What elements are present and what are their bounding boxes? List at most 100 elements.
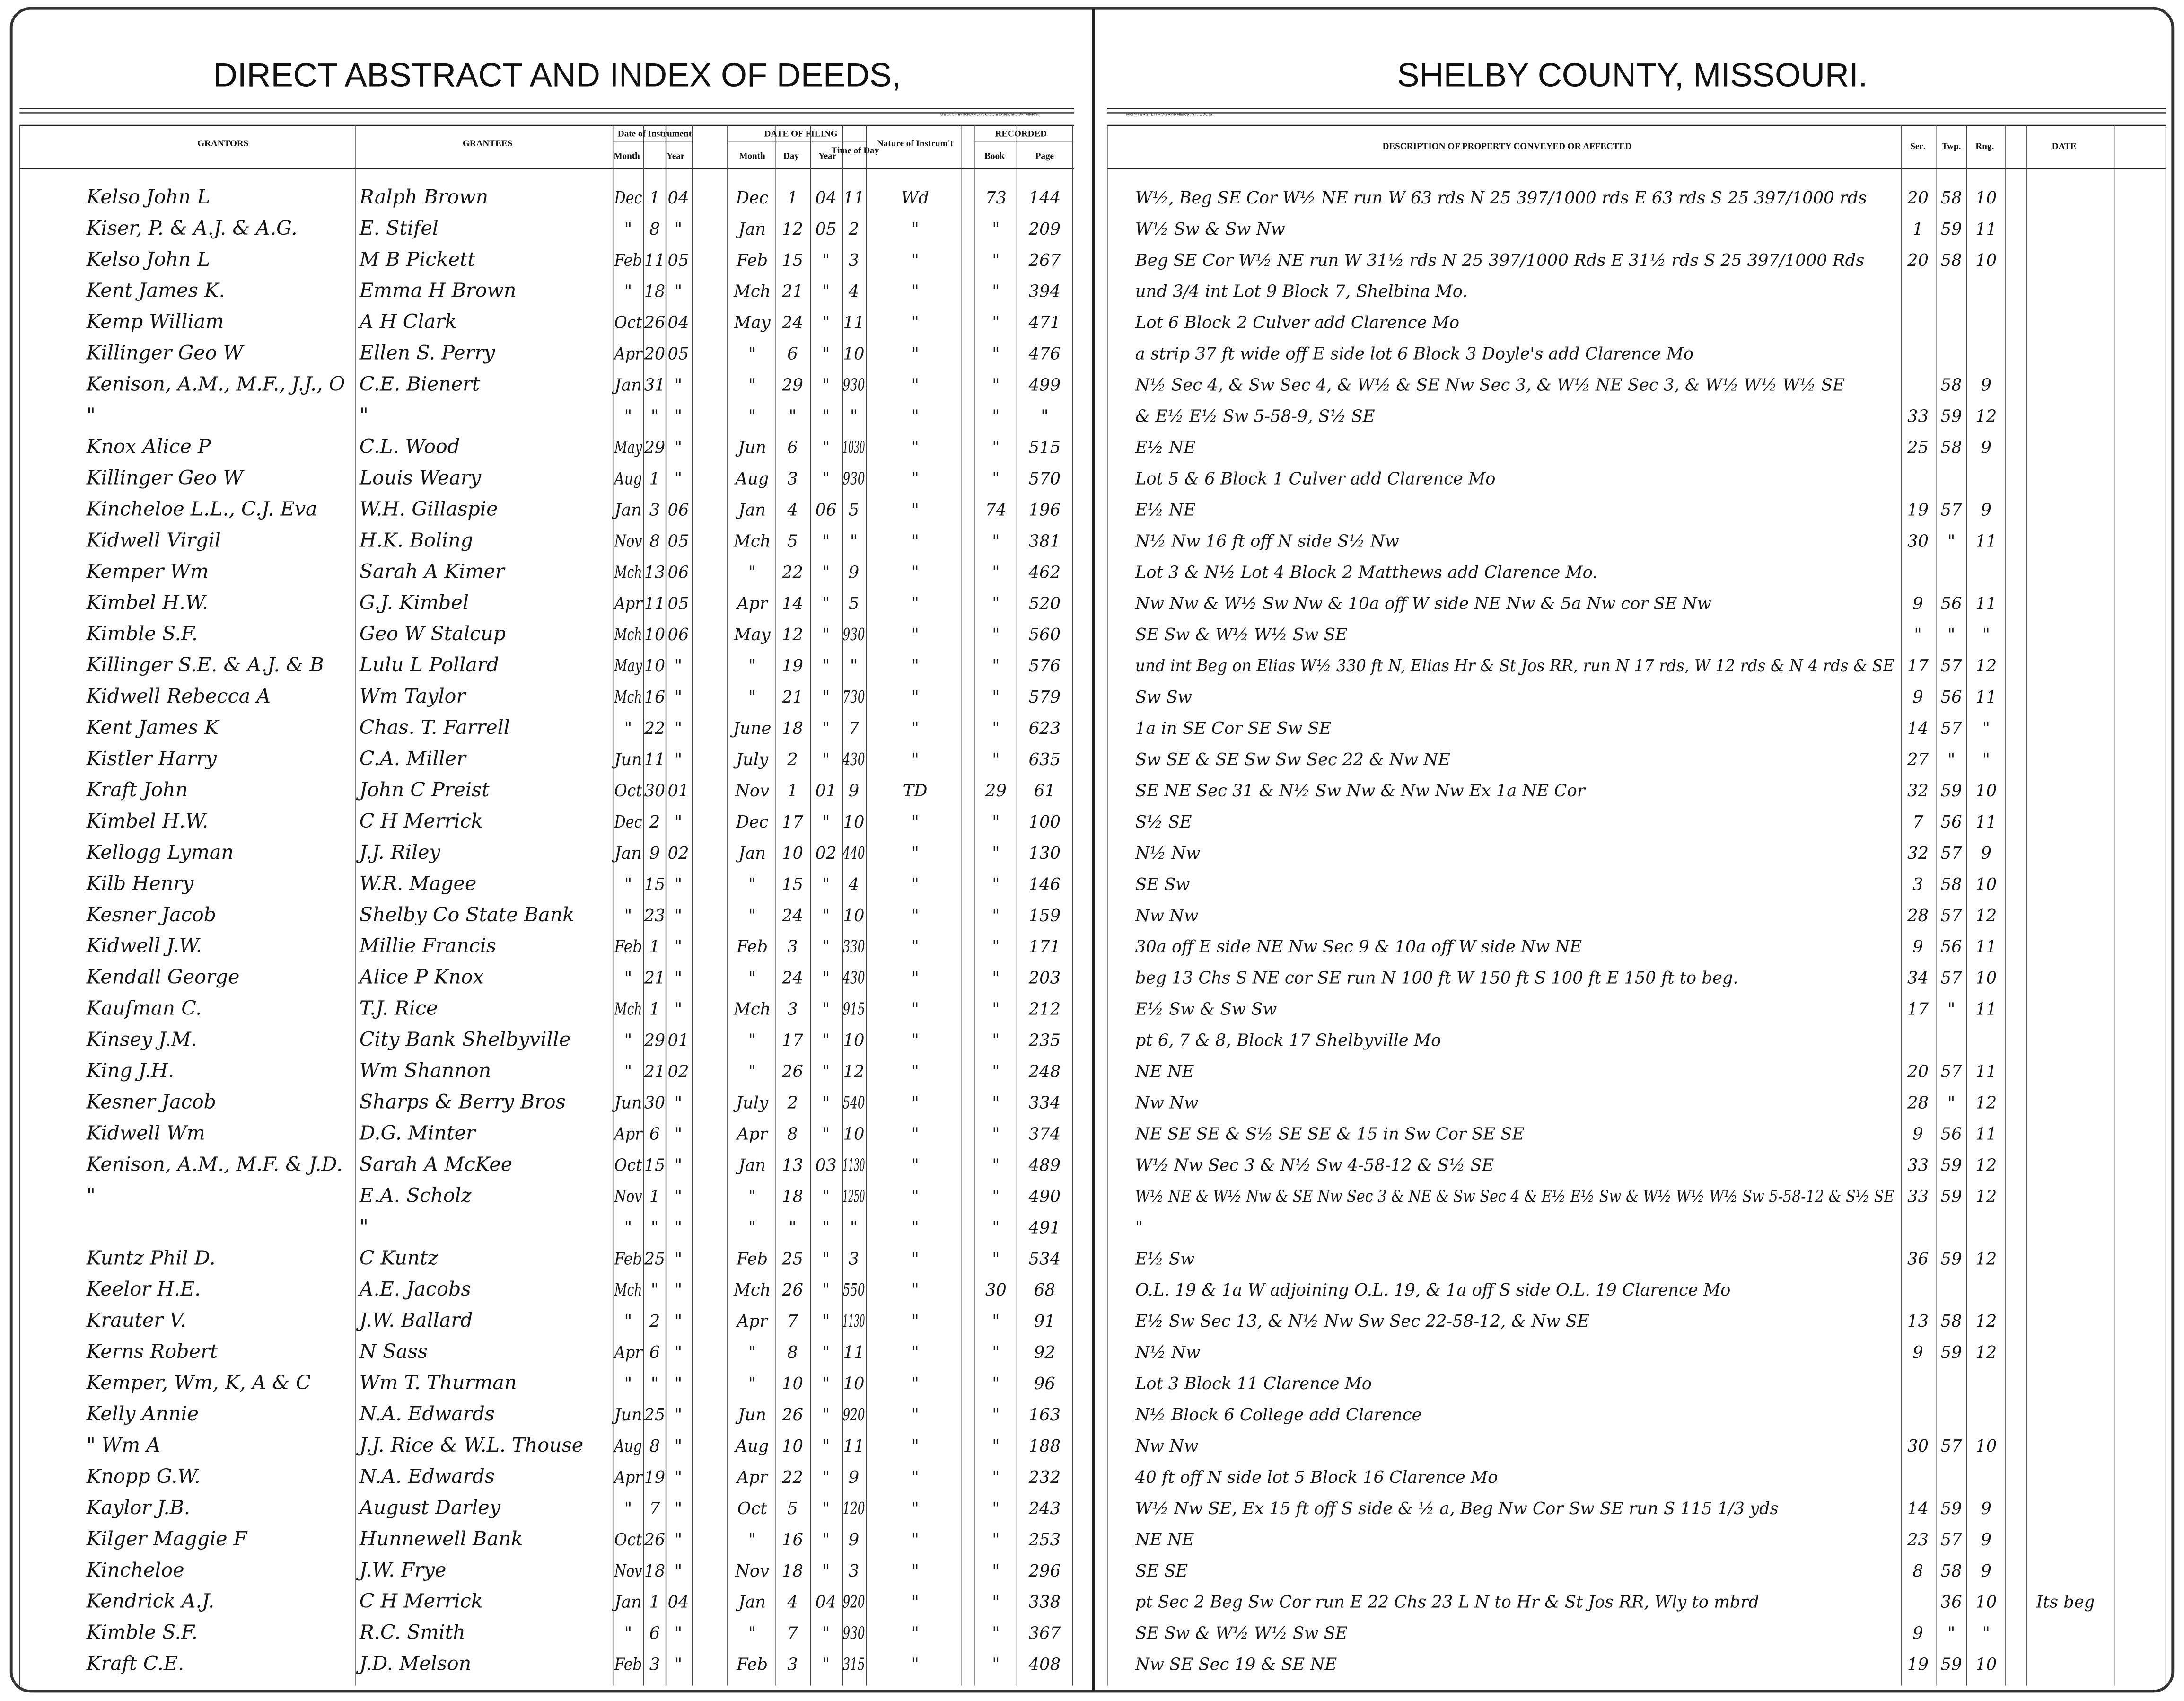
- cell-text: SE Sw & W½ W½ Sw SE: [1135, 1624, 1348, 1643]
- cell-text: ": [675, 656, 682, 676]
- cell-text: Kidwell J.W.: [86, 934, 202, 957]
- cell-text: Kaufman C.: [86, 997, 202, 1020]
- cell-text: 11: [1975, 220, 1997, 239]
- cell-text: N½ Nw: [1135, 1343, 1201, 1362]
- cell-text: ": [992, 750, 1000, 769]
- cell-text: E. Stifel: [359, 217, 439, 239]
- cell-text: ": [992, 1343, 1000, 1362]
- cell-text: ": [651, 1218, 658, 1237]
- cell-text: Jan: [612, 1593, 642, 1612]
- cell-text: 520: [1029, 594, 1061, 613]
- cell-text: ": [822, 1405, 830, 1425]
- cell-text: ": [911, 1343, 919, 1362]
- cell-text: 23: [644, 906, 665, 925]
- cell-text: 635: [1029, 750, 1061, 769]
- cell-text: 920: [842, 1593, 865, 1612]
- cell-text: 30a off E side NE Nw Sec 9 & 10a off W s…: [1135, 937, 1582, 957]
- cell-text: Nw Nw: [1135, 1093, 1199, 1112]
- cell-text: ": [1947, 750, 1955, 769]
- cell-text: ": [675, 1187, 682, 1206]
- cell-text: ": [675, 407, 682, 426]
- cell-text: ": [822, 376, 830, 395]
- cell-text: 26: [644, 1530, 665, 1550]
- cell-text: ": [992, 1374, 1000, 1393]
- cell-text: 29: [781, 376, 803, 395]
- cell-text: 560: [1029, 625, 1061, 644]
- cell-text: ": [624, 1624, 632, 1643]
- cell-text: ": [822, 1312, 830, 1331]
- column-header: DESCRIPTION OF PROPERTY CONVEYED OR AFFE…: [1383, 141, 1632, 151]
- cell-text: C.A. Miller: [360, 747, 467, 770]
- cell-text: Kellogg Lyman: [86, 841, 234, 864]
- cell-text: ": [748, 1031, 756, 1050]
- cell-text: N Sass: [359, 1340, 428, 1363]
- cell-text: 9: [1981, 1499, 1991, 1518]
- cell-text: Jan: [736, 220, 766, 239]
- cell-text: W.R. Magee: [360, 872, 476, 895]
- cell-text: ": [992, 1468, 1000, 1487]
- cell-text: Kilb Henry: [86, 872, 194, 895]
- cell-text: ": [911, 1155, 919, 1175]
- cell-text: ": [911, 1187, 919, 1206]
- cell-text: 2: [649, 1312, 660, 1331]
- cell-text: ": [911, 844, 919, 863]
- cell-text: Dec: [614, 188, 642, 208]
- cell-text: 17: [782, 812, 803, 832]
- cell-text: W½, Beg SE Cor W½ NE run W 63 rds N 25 3…: [1135, 188, 1867, 208]
- cell-text: Kimbel H.W.: [86, 810, 208, 832]
- cell-text: 19: [782, 656, 803, 676]
- cell-text: Oct: [614, 1155, 643, 1175]
- cell-text: ": [822, 812, 830, 832]
- cell-text: Kesner Jacob: [86, 1090, 216, 1113]
- cell-text: 17: [1907, 1000, 1929, 1019]
- cell-text: 930: [842, 625, 865, 644]
- cell-text: 1: [787, 781, 798, 801]
- cell-text: ": [624, 906, 632, 925]
- cell-text: ": [850, 656, 858, 676]
- column-header: Month: [739, 151, 765, 161]
- cell-text: 730: [842, 687, 865, 707]
- cell-text: Its beg: [2036, 1593, 2095, 1612]
- cell-text: Aug: [613, 1437, 642, 1456]
- cell-text: 04: [816, 1593, 837, 1612]
- cell-text: June: [730, 719, 772, 738]
- cell-text: 25: [1907, 438, 1929, 457]
- cell-text: C.L. Wood: [360, 435, 460, 458]
- cell-text: Kent James K: [86, 716, 220, 739]
- cell-text: ": [822, 1343, 830, 1362]
- cell-text: 57: [1941, 500, 1962, 520]
- cell-text: 20: [1907, 1062, 1929, 1082]
- cell-text: Jan: [612, 376, 642, 395]
- cell-text: ": [992, 1000, 1000, 1019]
- cell-text: 12: [843, 1062, 865, 1082]
- cell-text: Kraft John: [86, 778, 188, 801]
- cell-text: Kelso John L: [86, 185, 210, 208]
- cell-text: C H Merrick: [360, 810, 483, 832]
- cell-text: Feb: [614, 1655, 642, 1675]
- cell-text: ": [748, 1187, 756, 1206]
- cell-text: ": [822, 1374, 830, 1393]
- cell-text: 04: [816, 188, 837, 208]
- cell-text: 59: [1941, 407, 1962, 426]
- cell-text: 56: [1941, 937, 1962, 957]
- cell-text: Kistler Harry: [86, 747, 217, 770]
- cell-text: pt 6, 7 & 8, Block 17 Shelbyville Mo: [1135, 1031, 1441, 1050]
- cell-text: Jun: [735, 1405, 766, 1425]
- cell-text: 22: [781, 563, 803, 582]
- cell-text: 22: [781, 1468, 803, 1487]
- cell-text: 56: [1941, 687, 1962, 707]
- cell-text: Sharps & Berry Bros: [360, 1090, 566, 1113]
- cell-text: Mch: [614, 1280, 642, 1300]
- cell-text: ": [822, 251, 830, 270]
- right-title: SHELBY COUNTY, MISSOURI.: [1397, 56, 1868, 94]
- cell-text: 06: [668, 500, 689, 520]
- cell-text: 534: [1029, 1249, 1061, 1269]
- cell-text: ": [911, 1000, 919, 1019]
- cell-text: 12: [1975, 407, 1997, 426]
- cell-text: 253: [1028, 1530, 1061, 1550]
- cell-text: Louis Weary: [359, 466, 482, 489]
- cell-text: Nw SE Sec 19 & SE NE: [1135, 1655, 1337, 1675]
- cell-text: 10: [843, 1031, 865, 1050]
- cell-text: 9: [1981, 438, 1991, 457]
- cell-text: ": [360, 404, 368, 427]
